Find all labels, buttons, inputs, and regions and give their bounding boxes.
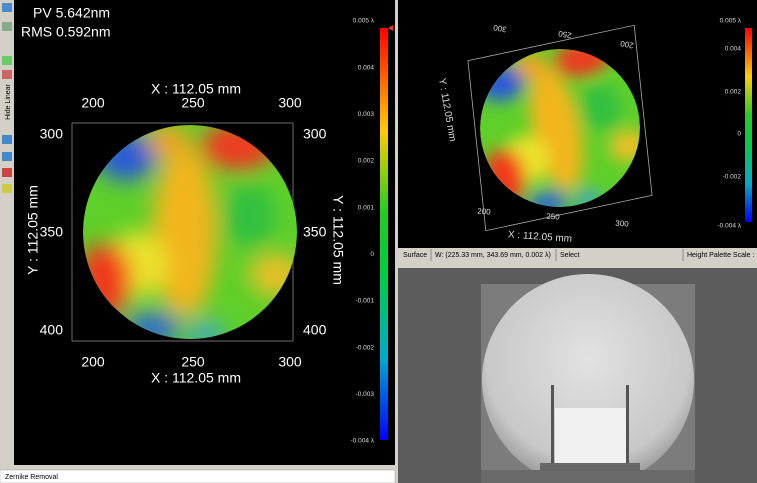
colorbar-label: -0.001 [356,298,375,305]
status-cursor: W: (225.33 mm, 343.69 mm, 0.002 λ) [435,252,551,259]
colorbar-label: 0.005 λ [353,18,375,25]
x-tick-label-3d: 300 [615,219,629,229]
toolbar-icons [2,3,12,193]
y-tick-label-left: 350 [40,224,64,240]
y-tick-label-right: 300 [303,126,327,142]
colorbar-label-3d: -0.002 [723,174,742,181]
y-tick-label-right: 350 [303,224,327,240]
colorbar-label: 0 [370,251,374,258]
status-mode: Surface [403,252,427,259]
colorbar-label: 0.003 [358,111,375,118]
rms-value: RMS 0.592nm [21,24,110,40]
y-tick-label-left: 300 [40,126,64,142]
toolbar [0,0,14,465]
x-axis-label-top: X : 112.05 mm [151,81,241,97]
x-tick-label-bottom: 300 [278,354,302,370]
colorbar [380,28,388,440]
x-tick-label-top: 300 [278,95,302,111]
colorbar-label: 0.004 [358,64,375,71]
x-axis-label-3d: X : 112.05 mm [508,229,573,244]
colorbar-label: -0.004 λ [351,438,375,445]
colorbar-label-3d: 0.005 λ [720,18,742,25]
splitter [395,0,398,483]
x-tick-label-bottom: 200 [81,354,105,370]
colorbar-marker [388,25,393,31]
colorbar-label: -0.003 [356,391,375,398]
x-tick-label-3d: 200 [477,207,491,217]
y-tick-label-right: 400 [303,322,327,338]
x-tick-label-bottom: 250 [181,354,205,370]
colorbar-label-3d: -0.004 λ [718,223,742,230]
camera-image [481,274,695,483]
colorbar-3d [745,28,752,222]
pv-value: PV 5.642nm [33,5,110,21]
x-tick-label-3d-top: 200 [619,39,634,50]
colorbar-label-3d: 0 [737,131,741,138]
surface-map [78,123,303,347]
x-tick-label-top: 250 [181,95,205,111]
y-axis-label-left: Y : 112.05 mm [25,185,41,275]
footer-label[interactable]: Zernike Removal [5,474,58,481]
x-axis-label-bottom: X : 112.05 mm [151,370,241,386]
colorbar-label: 0.001 [358,204,375,211]
colorbar-label: -0.002 [356,344,375,351]
colorbar-label-3d: 0.004 [725,46,742,53]
surface-3d [450,24,669,232]
x-tick-label-top: 200 [81,95,105,111]
toolbar-label[interactable]: Hide Linear [5,83,12,119]
splitter-h [398,262,757,268]
colorbar-label-3d: 0.002 [725,89,742,96]
y-axis-label-right: Y : 112.05 mm [330,195,346,285]
colorbar-label: 0.002 [358,158,375,165]
status-bar [398,248,757,262]
y-tick-label-left: 400 [40,322,64,338]
status-tool[interactable]: Select [560,252,580,259]
x-tick-label-3d-top: 300 [492,23,507,34]
x-tick-label-3d-top: 250 [557,29,572,40]
status-palette: Height Palette Scale : [687,252,754,259]
y-axis-label-3d: Y : 112.05 mm [436,78,458,143]
x-tick-label-3d: 250 [546,212,560,222]
